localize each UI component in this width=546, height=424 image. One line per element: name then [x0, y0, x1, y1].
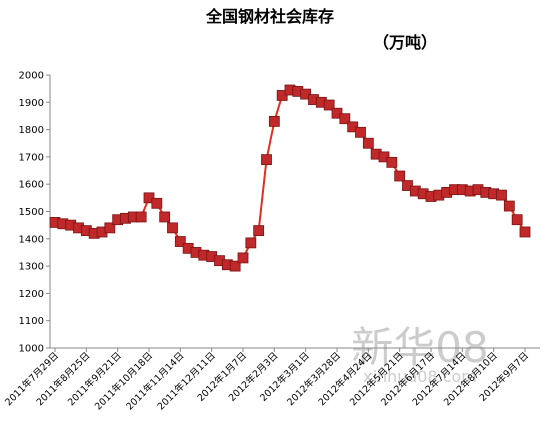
y-tick-label: 1500	[19, 207, 44, 218]
x-tick-label: 2012年3月28日	[285, 350, 344, 409]
point-marker	[229, 260, 241, 272]
y-tick-label: 1900	[19, 98, 44, 109]
point-marker	[135, 211, 147, 223]
chart-title: 全国钢材社会库存	[205, 7, 334, 26]
y-tick-label: 1700	[19, 152, 44, 163]
point-marker	[253, 225, 265, 237]
point-marker	[402, 180, 413, 191]
point-marker	[143, 192, 155, 204]
point-marker	[245, 237, 257, 249]
watermark-url: xinhua08.com	[363, 367, 477, 386]
point-marker	[104, 222, 116, 234]
y-tick-label: 1000	[19, 344, 44, 355]
point-marker	[496, 189, 507, 201]
point-marker	[167, 222, 178, 234]
x-tick-label: 2011年12月11日	[155, 350, 218, 413]
point-marker	[503, 200, 515, 212]
y-tick-label: 1100	[19, 316, 44, 327]
y-tick-label: 2000	[19, 71, 44, 82]
point-marker	[261, 154, 272, 166]
point-marker	[331, 107, 343, 119]
point-marker	[362, 137, 374, 149]
point-marker	[394, 170, 406, 182]
y-tick-label: 1200	[19, 289, 44, 300]
point-marker	[519, 226, 531, 238]
point-marker	[347, 121, 359, 133]
y-tick-label: 1400	[19, 234, 44, 245]
point-marker	[268, 116, 280, 127]
point-marker	[174, 236, 186, 247]
chart-subtitle: （万吨）	[373, 33, 437, 52]
x-tick-label: 2011年9月21日	[65, 350, 124, 409]
point-marker	[323, 99, 335, 111]
point-marker	[339, 113, 351, 125]
point-marker	[378, 151, 390, 163]
point-marker	[276, 90, 288, 101]
point-marker	[159, 211, 171, 223]
x-tick-label: 2011年11月14日	[124, 350, 187, 413]
point-marker	[355, 126, 366, 138]
y-tick-label: 1600	[19, 180, 44, 191]
point-marker	[511, 214, 523, 226]
series-line	[54, 88, 526, 268]
x-tick-label: 2011年7月29日	[3, 350, 62, 409]
x-tick-label: 2011年8月25日	[34, 350, 93, 409]
point-marker	[386, 156, 398, 168]
point-marker	[300, 88, 312, 100]
x-tick-label: 2011年10月18日	[92, 350, 155, 413]
y-tick-label: 1300	[19, 262, 44, 273]
point-marker	[237, 252, 249, 264]
point-marker	[151, 197, 163, 209]
y-tick-label: 1800	[19, 125, 44, 136]
